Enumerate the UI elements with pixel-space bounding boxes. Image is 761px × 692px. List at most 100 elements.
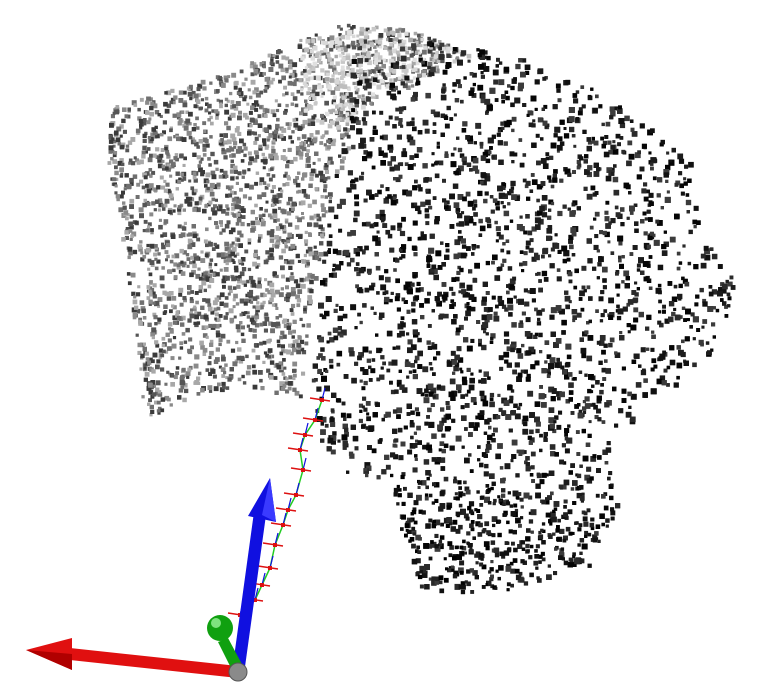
cloud-point-left — [283, 174, 287, 178]
cloud-point-highlight — [311, 67, 316, 72]
cloud-point-left — [257, 134, 261, 138]
cloud-point-left — [236, 355, 242, 361]
cloud-point-left — [313, 138, 318, 143]
cloud-point-left — [189, 97, 193, 101]
cloud-point-left — [306, 263, 310, 268]
cloud-point-left — [232, 286, 237, 290]
cloud-point-right — [478, 414, 485, 420]
cloud-point-left — [147, 136, 152, 140]
cloud-point-left — [193, 123, 197, 127]
cloud-point-left — [281, 55, 286, 60]
cloud-point-left — [139, 300, 145, 305]
cloud-point-right — [515, 495, 520, 500]
cloud-point-left — [271, 77, 275, 82]
cloud-point-left — [158, 224, 163, 230]
cloud-point-left — [291, 201, 297, 207]
cloud-point-left — [228, 289, 233, 293]
cloud-point-right — [336, 350, 343, 357]
cloud-point-left — [252, 328, 257, 333]
cloud-point-right — [341, 434, 348, 441]
cloud-point-left — [250, 209, 255, 215]
cloud-point-left — [279, 50, 283, 54]
cloud-point-right — [483, 371, 489, 377]
cloud-point-right — [466, 531, 471, 536]
cloud-point-left — [224, 103, 228, 108]
cloud-point-left — [149, 111, 154, 117]
cloud-point-left — [160, 284, 165, 289]
cloud-point-right — [453, 476, 457, 480]
cloud-point-right — [532, 119, 536, 123]
cloud-point-left — [313, 222, 319, 228]
cloud-point-right — [421, 60, 425, 65]
cloud-point-left — [182, 123, 187, 128]
cloud-point-right — [584, 169, 590, 175]
cloud-point-left — [155, 199, 160, 204]
cloud-point-left — [193, 305, 197, 309]
cloud-point-right — [631, 131, 638, 137]
cloud-point-left — [284, 245, 288, 249]
cloud-point-left — [343, 127, 348, 132]
cloud-point-right — [648, 192, 654, 198]
cloud-point-left — [237, 115, 242, 121]
cloud-point-highlight — [389, 42, 393, 47]
cloud-point-left — [267, 355, 271, 359]
cloud-point-left — [273, 198, 279, 204]
cloud-point-left — [249, 64, 254, 69]
cloud-point-left — [227, 292, 231, 296]
cloud-point-right — [528, 511, 532, 515]
cloud-point-right — [572, 554, 576, 559]
cloud-point-left — [412, 38, 417, 43]
cloud-point-left — [314, 151, 319, 156]
cloud-point-left — [156, 400, 161, 405]
cloud-point-right — [395, 177, 401, 183]
cloud-point-right — [656, 193, 661, 198]
cloud-point-right — [393, 268, 397, 272]
cloud-point-left — [218, 342, 222, 347]
cloud-point-left — [327, 139, 331, 144]
cloud-point-left — [130, 137, 136, 142]
cloud-point-right — [629, 119, 634, 123]
cloud-point-highlight — [392, 48, 397, 54]
cloud-point-left — [185, 327, 190, 333]
cloud-point-right — [509, 278, 516, 285]
cloud-point-left — [223, 259, 228, 264]
cloud-point-right — [589, 403, 594, 407]
cloud-point-left — [162, 232, 168, 237]
cloud-point-left — [130, 272, 136, 278]
cloud-point-right — [450, 526, 456, 532]
cloud-point-left — [334, 54, 338, 59]
cloud-point-left — [312, 161, 316, 165]
cloud-point-left — [128, 158, 133, 163]
cloud-point-right — [438, 580, 443, 585]
cloud-point-right — [640, 369, 647, 376]
cloud-point-right — [473, 212, 478, 217]
cloud-point-right — [521, 311, 526, 316]
cloud-point-left — [314, 255, 319, 261]
cloud-point-left — [237, 131, 242, 136]
cloud-point-highlight — [413, 67, 418, 72]
cloud-point-left — [283, 376, 287, 380]
cloud-point-right — [526, 528, 531, 533]
cloud-point-right — [527, 390, 534, 397]
cloud-point-right — [431, 457, 437, 462]
cloud-point-left — [355, 87, 360, 92]
cloud-point-highlight — [386, 72, 391, 78]
cloud-point-left — [321, 91, 325, 96]
cloud-point-right — [434, 219, 440, 225]
cloud-point-left — [281, 128, 287, 133]
cloud-point-highlight — [309, 76, 314, 81]
cloud-point-right — [501, 554, 506, 559]
cloud-point-left — [427, 36, 431, 41]
cloud-point-left — [278, 292, 284, 298]
cloud-point-left — [343, 48, 348, 53]
cloud-point-right — [643, 242, 650, 249]
cloud-point-highlight — [407, 63, 412, 69]
cloud-point-left — [270, 61, 274, 65]
cloud-point-left — [272, 213, 278, 219]
cloud-point-left — [271, 140, 276, 145]
cloud-point-left — [254, 323, 260, 328]
cloud-point-right — [398, 488, 402, 492]
cloud-point-highlight — [327, 57, 332, 62]
